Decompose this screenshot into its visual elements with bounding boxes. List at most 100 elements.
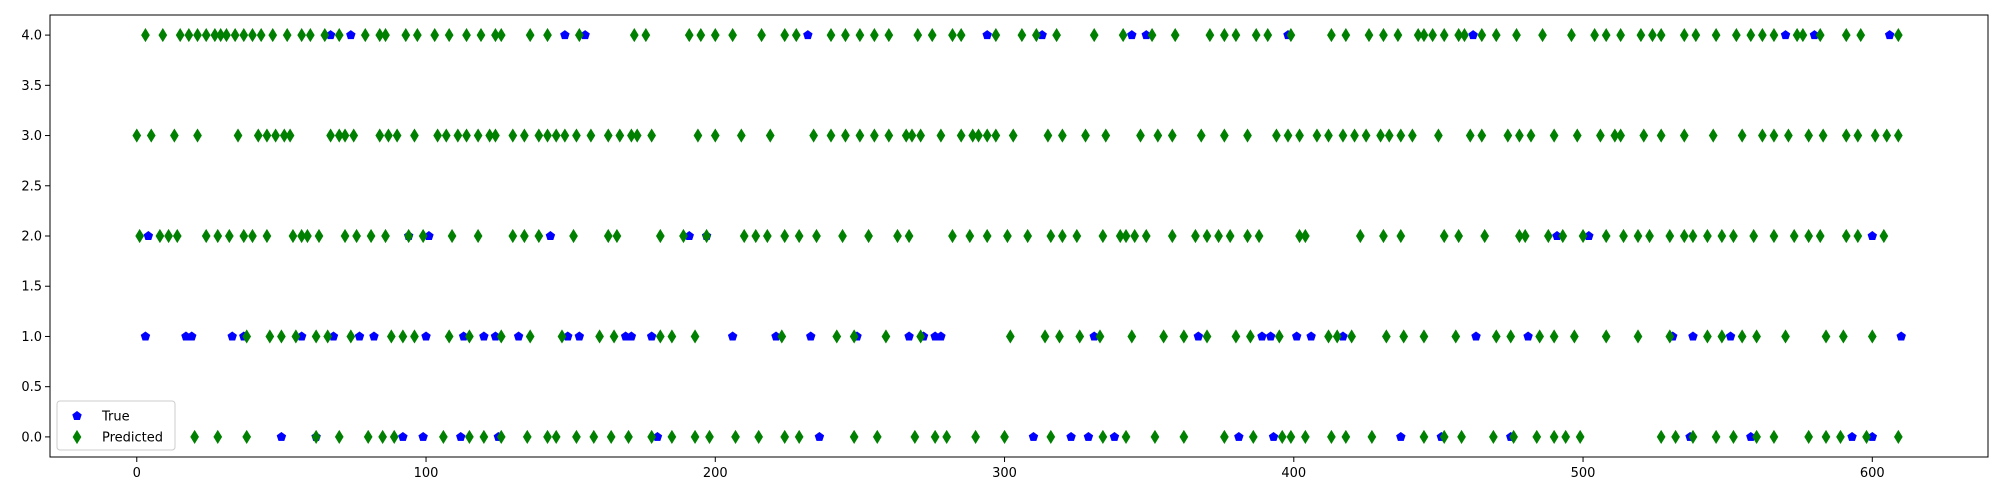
data-point-predicted	[288, 228, 298, 244]
data-point-predicted	[224, 228, 234, 244]
data-point-predicted	[430, 28, 440, 43]
data-point-predicted	[1815, 28, 1825, 43]
data-point-predicted	[1691, 28, 1701, 43]
data-point-predicted	[1301, 228, 1310, 244]
data-point-predicted	[572, 429, 581, 444]
data-point-predicted	[381, 228, 390, 244]
data-point-predicted	[1549, 329, 1559, 344]
data-point-predicted	[311, 329, 321, 344]
data-point-predicted	[262, 228, 272, 244]
data-point-predicted	[1179, 429, 1189, 444]
data-point-predicted	[1419, 28, 1429, 43]
data-point-predicted	[1804, 429, 1814, 444]
data-point-predicted	[193, 28, 202, 43]
data-point-predicted	[791, 28, 801, 43]
data-point-predicted	[190, 429, 199, 444]
data-point-predicted	[948, 228, 957, 244]
data-point-predicted	[268, 28, 278, 43]
data-point-predicted	[462, 128, 471, 143]
data-point-predicted	[320, 28, 330, 43]
data-point-true	[1688, 331, 1698, 341]
data-point-predicted	[1457, 429, 1466, 444]
data-point-predicted	[1567, 28, 1576, 43]
data-point-predicted	[948, 28, 957, 43]
data-point-predicted	[522, 429, 532, 444]
data-point-predicted	[323, 329, 333, 344]
data-point-predicted	[1752, 429, 1761, 444]
data-point-predicted	[462, 28, 471, 43]
data-point-predicted	[132, 128, 142, 143]
data-point-predicted	[534, 228, 544, 244]
data-point-predicted	[444, 28, 454, 43]
data-point-predicted	[311, 429, 321, 444]
data-point-true	[1471, 331, 1481, 341]
data-point-true	[982, 30, 992, 40]
data-point-predicted	[1098, 228, 1108, 244]
data-point-predicted	[271, 128, 280, 143]
data-point-predicted	[1688, 429, 1698, 444]
data-point-predicted	[170, 128, 179, 143]
data-point-predicted	[135, 228, 145, 244]
data-point-predicted	[574, 28, 584, 43]
data-point-predicted	[465, 429, 474, 444]
data-point-predicted	[702, 228, 711, 244]
data-point-predicted	[1003, 228, 1012, 244]
data-point-predicted	[1191, 228, 1200, 244]
data-point-predicted	[1679, 228, 1689, 244]
data-point-predicted	[279, 128, 289, 143]
data-point-predicted	[1853, 228, 1863, 244]
data-point-predicted	[404, 228, 414, 244]
y-tick-label: 1.0	[21, 330, 42, 345]
data-point-predicted	[1717, 329, 1727, 344]
data-point-predicted	[1480, 228, 1490, 244]
data-point-predicted	[1072, 228, 1082, 244]
data-point-predicted	[1460, 28, 1469, 43]
data-point-predicted	[1769, 128, 1779, 143]
data-point-predicted	[1737, 128, 1747, 143]
data-point-predicted	[1656, 128, 1666, 143]
data-point-predicted	[1558, 228, 1568, 244]
data-point-predicted	[991, 28, 1001, 43]
data-point-predicted	[1515, 128, 1524, 143]
data-point-predicted	[1639, 128, 1649, 143]
data-point-predicted	[1601, 228, 1611, 244]
y-tick-label: 3.0	[21, 129, 42, 144]
data-point-predicted	[1179, 329, 1189, 344]
data-point-predicted	[1396, 128, 1406, 143]
data-point-predicted	[1853, 128, 1863, 143]
data-point-predicted	[1115, 228, 1125, 244]
data-point-true	[560, 30, 570, 40]
data-point-true	[140, 331, 151, 341]
x-tick-label: 500	[1571, 466, 1596, 481]
data-point-predicted	[508, 228, 518, 244]
data-point-predicted	[386, 329, 396, 344]
data-point-predicted	[1804, 128, 1814, 143]
data-point-predicted	[901, 128, 911, 143]
data-point-predicted	[927, 28, 937, 43]
data-point-predicted	[1601, 28, 1611, 43]
data-point-predicted	[1136, 128, 1145, 143]
data-point-predicted	[1506, 329, 1516, 344]
data-point-predicted	[473, 128, 483, 143]
data-point-predicted	[1836, 429, 1845, 444]
data-point-predicted	[826, 128, 836, 143]
y-axis: 0.0 0.5 1.0 1.5 2.0 2.5 3.0 3.5 4.0	[21, 29, 50, 445]
data-point-predicted	[655, 228, 665, 244]
data-point-predicted	[1312, 128, 1322, 143]
data-point-predicted	[1399, 329, 1409, 344]
data-point-predicted	[1379, 228, 1388, 244]
data-point-predicted	[974, 128, 983, 143]
data-point-predicted	[1509, 429, 1518, 444]
data-point-predicted	[233, 128, 243, 143]
data-point-predicted	[398, 329, 408, 344]
data-point-predicted	[1708, 128, 1718, 143]
data-point-predicted	[1636, 28, 1646, 43]
x-tick-label: 300	[992, 466, 1017, 481]
data-point-predicted	[465, 329, 474, 344]
data-point-predicted	[809, 128, 818, 143]
data-point-predicted	[942, 429, 952, 444]
data-point-true	[1028, 431, 1039, 441]
data-point-predicted	[1058, 128, 1067, 143]
data-point-true	[421, 331, 431, 341]
data-point-predicted	[1465, 128, 1475, 143]
